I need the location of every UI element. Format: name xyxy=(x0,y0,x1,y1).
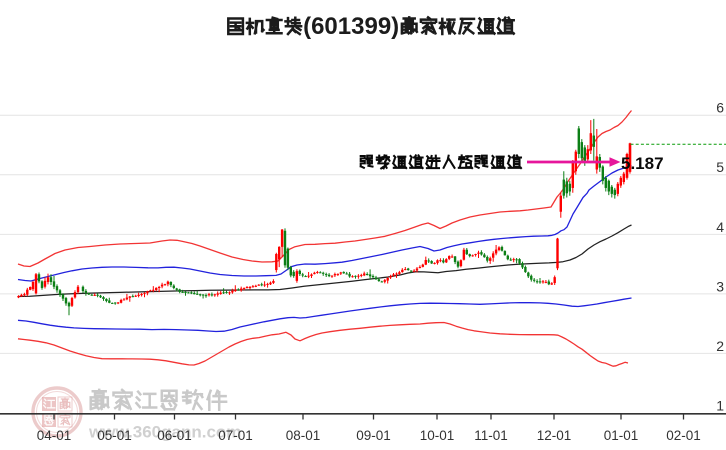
svg-text:06-01: 06-01 xyxy=(157,428,192,443)
svg-text:www.360gann.com: www.360gann.com xyxy=(88,423,241,442)
svg-text:4: 4 xyxy=(716,219,724,235)
svg-text:07-01: 07-01 xyxy=(218,428,253,443)
svg-text:5: 5 xyxy=(716,159,724,175)
svg-text:02-01: 02-01 xyxy=(666,428,701,443)
svg-text:08-01: 08-01 xyxy=(286,428,321,443)
svg-text:6: 6 xyxy=(716,100,724,116)
svg-text:05-01: 05-01 xyxy=(97,428,132,443)
svg-text:11-01: 11-01 xyxy=(474,428,508,443)
svg-text:12-01: 12-01 xyxy=(537,428,572,443)
svg-text:04-01: 04-01 xyxy=(37,428,72,443)
svg-text:2: 2 xyxy=(716,338,724,354)
svg-text:1: 1 xyxy=(716,397,724,413)
svg-text:3: 3 xyxy=(716,278,724,294)
svg-text:5.187: 5.187 xyxy=(621,154,664,173)
svg-text:09-01: 09-01 xyxy=(356,428,391,443)
svg-text:(601399): (601399) xyxy=(303,13,399,40)
svg-text:10-01: 10-01 xyxy=(420,428,455,443)
svg-text:01-01: 01-01 xyxy=(604,428,639,443)
